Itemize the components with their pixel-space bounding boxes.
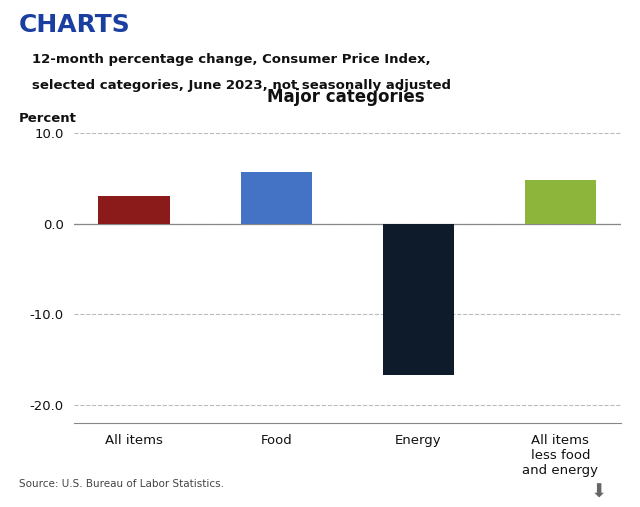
Text: CHARTS: CHARTS xyxy=(19,13,131,37)
Bar xyxy=(241,172,312,224)
Text: Percent: Percent xyxy=(19,112,77,125)
Bar xyxy=(99,196,170,224)
Bar xyxy=(383,224,454,375)
Text: selected categories, June 2023, not seasonally adjusted: selected categories, June 2023, not seas… xyxy=(32,79,451,92)
Text: ⬇: ⬇ xyxy=(590,483,607,502)
Text: Major categories: Major categories xyxy=(267,88,424,106)
Bar xyxy=(525,180,596,224)
Text: 12-month percentage change, Consumer Price Index,: 12-month percentage change, Consumer Pri… xyxy=(32,53,431,66)
Text: Source: U.S. Bureau of Labor Statistics.: Source: U.S. Bureau of Labor Statistics. xyxy=(19,479,224,489)
